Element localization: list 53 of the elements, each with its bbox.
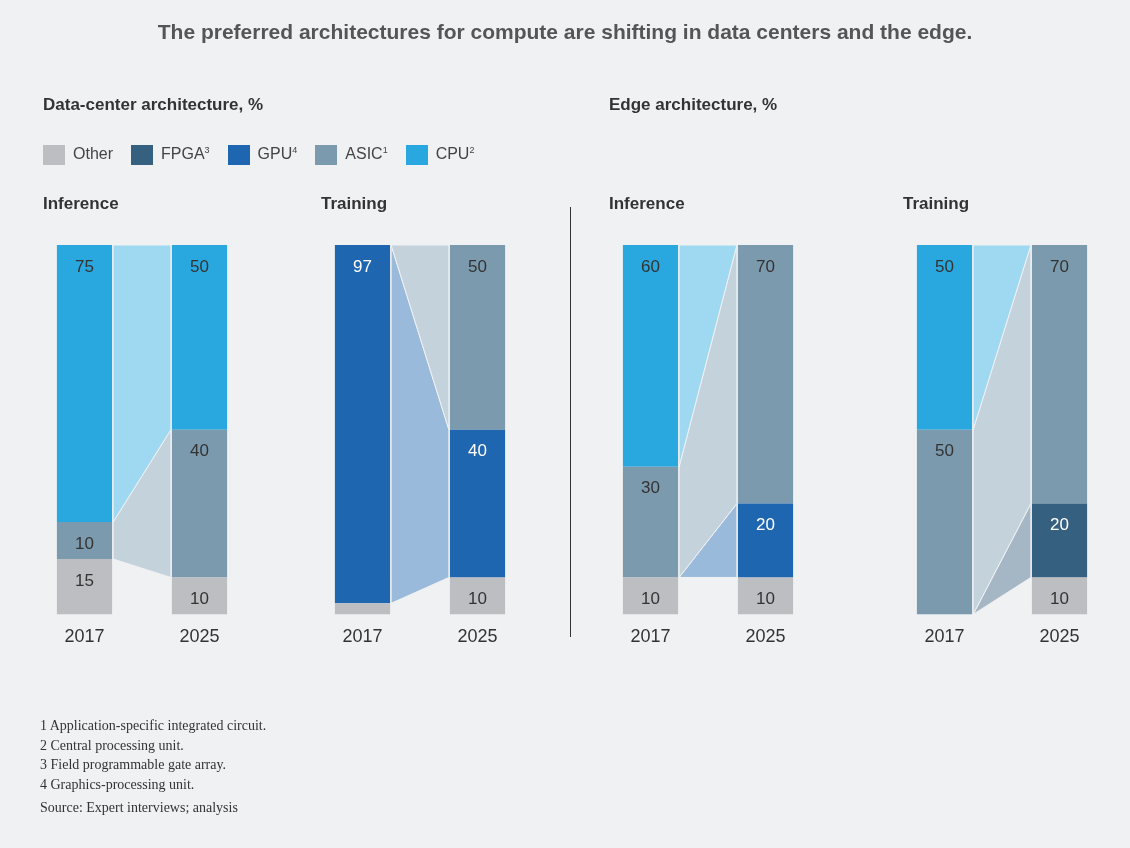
x-tick-label: 2017 bbox=[924, 626, 965, 647]
source-note: Source: Expert interviews; analysis bbox=[40, 799, 239, 817]
data-label: 30 bbox=[641, 478, 660, 498]
data-label: 50 bbox=[935, 256, 954, 276]
text: 1 Application-specific integrated circuit. bbox=[40, 717, 267, 735]
x-tick-label: 2025 bbox=[179, 626, 220, 647]
x-tick-label: 2017 bbox=[630, 626, 671, 647]
text: 3 Field programmable gate array. bbox=[40, 756, 228, 774]
chart-title: Data-center architecture, % bbox=[43, 95, 264, 115]
data-label: 10 bbox=[756, 589, 775, 609]
bar bbox=[56, 522, 113, 559]
text: 4 Graphics-processing unit. bbox=[40, 775, 196, 794]
data-label: 10 bbox=[190, 589, 209, 609]
data-label: 10 bbox=[468, 589, 487, 609]
data-label: 20 bbox=[1050, 515, 1069, 535]
legend-label: CPU$^{2}$ bbox=[434, 145, 475, 165]
legend-label: GPU$^{4}$ bbox=[256, 145, 298, 165]
data-label: 97 bbox=[353, 256, 372, 276]
data-label: 50 bbox=[935, 441, 954, 461]
bar bbox=[622, 577, 679, 615]
x-tick-label: 2025 bbox=[457, 626, 498, 647]
data-label: 50 bbox=[468, 256, 487, 276]
chart-subtitle: Training bbox=[903, 194, 970, 214]
data-label: 70 bbox=[1050, 256, 1069, 276]
data-label: 10 bbox=[641, 589, 660, 609]
bar bbox=[56, 558, 113, 615]
data-label: 70 bbox=[756, 256, 775, 276]
chart-subtitle: Training bbox=[321, 194, 388, 214]
x-tick-label: 2025 bbox=[1039, 626, 1080, 647]
data-label: 15 bbox=[75, 570, 94, 590]
text: The preferred architectures for compute are shifting in data centers and the edge. bbox=[156, 20, 974, 44]
bar bbox=[737, 577, 794, 615]
bar bbox=[171, 577, 228, 615]
data-label: 10 bbox=[75, 533, 94, 553]
bar bbox=[334, 603, 391, 615]
data-label: 20 bbox=[756, 515, 775, 535]
text: 2 Central processing unit. bbox=[40, 736, 185, 755]
bar bbox=[449, 577, 506, 615]
data-label: 40 bbox=[468, 441, 487, 461]
x-tick-label: 2017 bbox=[64, 626, 105, 647]
legend-label: Other bbox=[72, 145, 114, 165]
chart-subtitle: Inference bbox=[609, 194, 685, 214]
data-label: 10 bbox=[1050, 589, 1069, 609]
chart-title: Edge architecture, % bbox=[609, 95, 778, 115]
x-tick-label: 2017 bbox=[342, 626, 383, 647]
data-label: 50 bbox=[190, 256, 209, 276]
data-label: 40 bbox=[190, 441, 209, 461]
x-tick-label: 2025 bbox=[745, 626, 786, 647]
data-label: 75 bbox=[75, 256, 94, 276]
legend-label: FPGA$^{3}$ bbox=[160, 145, 210, 165]
data-label: 60 bbox=[641, 256, 660, 276]
chart-subtitle: Inference bbox=[43, 194, 119, 214]
legend-label: ASIC$^{1}$ bbox=[344, 145, 388, 165]
